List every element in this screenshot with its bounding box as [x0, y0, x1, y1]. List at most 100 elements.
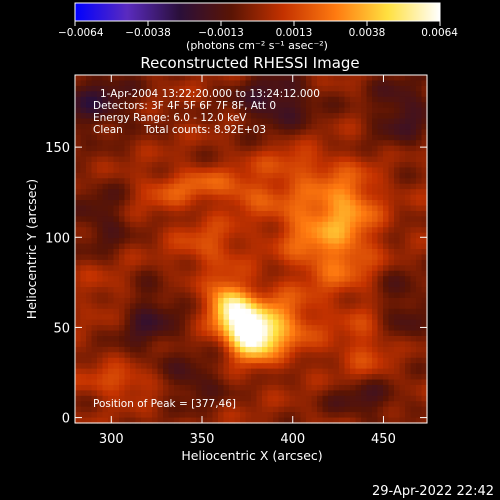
heatmap-cell: [267, 227, 274, 234]
heatmap-cell: [361, 276, 368, 283]
heatmap-cell: [185, 162, 192, 169]
heatmap-cell: [328, 287, 335, 294]
heatmap-cell: [157, 357, 164, 364]
heatmap-cell: [163, 346, 170, 353]
heatmap-cell: [91, 113, 98, 120]
heatmap-cell: [207, 308, 214, 315]
heatmap-cell: [278, 162, 285, 169]
heatmap-cell: [185, 281, 192, 288]
heatmap-cell: [240, 123, 247, 130]
heatmap-cell: [190, 183, 197, 190]
heatmap-cell: [212, 243, 219, 250]
heatmap-cell: [130, 172, 137, 179]
heatmap-cell: [168, 314, 175, 321]
heatmap-cell: [399, 341, 406, 348]
heatmap-cell: [119, 134, 126, 141]
heatmap-cell: [218, 129, 225, 136]
heatmap-cell: [185, 368, 192, 375]
heatmap-cell: [388, 346, 395, 353]
heatmap-cell: [372, 325, 379, 332]
heatmap-cell: [86, 287, 93, 294]
heatmap-cell: [141, 232, 148, 239]
heatmap-cell: [295, 270, 302, 277]
heatmap-cell: [377, 314, 384, 321]
heatmap-cell: [135, 167, 142, 174]
heatmap-cell: [185, 91, 192, 98]
heatmap-cell: [399, 227, 406, 234]
heatmap-cell: [273, 319, 280, 326]
heatmap-cell: [333, 357, 340, 364]
heatmap-cell: [245, 297, 252, 304]
heatmap-cell: [207, 216, 214, 223]
heatmap-cell: [311, 85, 318, 92]
heatmap-cell: [355, 276, 362, 283]
heatmap-cell: [339, 194, 346, 201]
heatmap-cell: [394, 384, 401, 391]
heatmap-cell: [108, 243, 115, 250]
heatmap-cell: [179, 303, 186, 310]
heatmap-cell: [201, 140, 208, 147]
plot-frame: [74, 74, 428, 424]
heatmap-cell: [86, 336, 93, 343]
heatmap-cell: [366, 113, 373, 120]
heatmap-cell: [245, 85, 252, 92]
heatmap-cell: [344, 292, 351, 299]
heatmap-cell: [223, 200, 230, 207]
heatmap-cell: [168, 243, 175, 250]
heatmap-cell: [361, 123, 368, 130]
heatmap-cell: [240, 265, 247, 272]
heatmap-cell: [245, 314, 252, 321]
heatmap-cell: [355, 156, 362, 163]
heatmap-cell: [383, 113, 390, 120]
heatmap-cell: [289, 390, 296, 397]
heatmap-cell: [383, 156, 390, 163]
heatmap-cell: [377, 249, 384, 256]
heatmap-cell: [267, 346, 274, 353]
heatmap-cell: [416, 249, 423, 256]
heatmap-cell: [322, 178, 329, 185]
heatmap-cell: [416, 232, 423, 239]
heatmap-cell: [97, 145, 104, 152]
heatmap-cell: [179, 123, 186, 130]
heatmap-cell: [328, 341, 335, 348]
heatmap-cell: [179, 292, 186, 299]
heatmap-cell: [295, 102, 302, 109]
heatmap-cell: [212, 401, 219, 408]
heatmap-cell: [333, 379, 340, 386]
heatmap-cell: [207, 232, 214, 239]
heatmap-cell: [339, 205, 346, 212]
heatmap-cell: [86, 254, 93, 261]
heatmap-cell: [86, 406, 93, 413]
heatmap-cell: [300, 178, 307, 185]
heatmap-cell: [218, 249, 225, 256]
heatmap-cell: [207, 123, 214, 130]
heatmap-cell: [97, 118, 104, 125]
heatmap-cell: [350, 96, 357, 103]
heatmap-cell: [218, 123, 225, 130]
heatmap-cell: [190, 412, 197, 419]
heatmap-cell: [262, 216, 269, 223]
heatmap-cell: [344, 134, 351, 141]
heatmap-cell: [130, 374, 137, 381]
heatmap-cell: [339, 270, 346, 277]
heatmap-cell: [86, 96, 93, 103]
heatmap-cell: [212, 314, 219, 321]
heatmap-cell: [300, 113, 307, 120]
heatmap-cell: [218, 363, 225, 370]
heatmap-cell: [141, 346, 148, 353]
heatmap-cell: [97, 254, 104, 261]
heatmap-cell: [240, 314, 247, 321]
heatmap-cell: [218, 156, 225, 163]
heatmap-cell: [80, 129, 87, 136]
heatmap-cell: [366, 325, 373, 332]
heatmap-cell: [190, 259, 197, 266]
heatmap-cell: [394, 200, 401, 207]
heatmap-cell: [366, 384, 373, 391]
heatmap-cell: [366, 352, 373, 359]
heatmap-cell: [234, 243, 241, 250]
heatmap-cell: [344, 276, 351, 283]
heatmap-cell: [130, 287, 137, 294]
heatmap-cell: [119, 96, 126, 103]
heatmap-cell: [168, 156, 175, 163]
heatmap-cell: [196, 238, 203, 245]
